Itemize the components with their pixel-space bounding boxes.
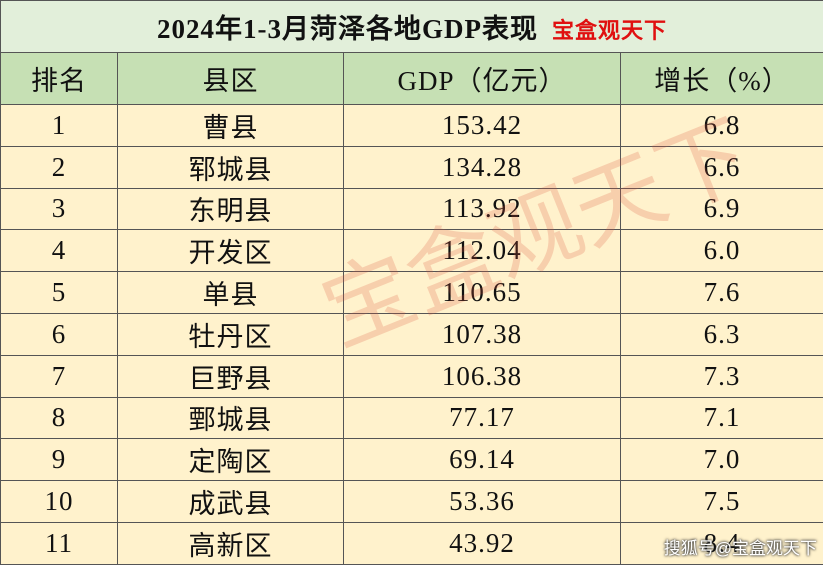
table-cell: 2 <box>0 145 118 189</box>
table-cell: 7.5 <box>620 480 823 523</box>
table-cell: 东明县 <box>117 187 344 231</box>
table-cell: 6.0 <box>620 229 823 273</box>
table-cell: 43.92 <box>343 521 621 565</box>
table-cell: 6.6 <box>620 145 823 189</box>
table-cell: 7.3 <box>620 354 823 398</box>
table-cell: 定陶区 <box>117 438 344 482</box>
corner-watermark: 搜狐号@宝盒观天下 <box>663 539 817 558</box>
table-cell: 106.38 <box>343 354 621 398</box>
table-cell: 107.38 <box>343 312 621 356</box>
table-cell: 110.65 <box>343 271 621 314</box>
table-cell: 1 <box>0 104 118 147</box>
title-row: 2024年1-3月菏泽各地GDP表现 宝盒观天下 <box>0 0 823 53</box>
header-cell: GDP（亿元） <box>343 52 621 105</box>
table-cell: 6.9 <box>620 187 823 231</box>
title: 2024年1-3月菏泽各地GDP表现 <box>157 14 538 44</box>
table-cell: 开发区 <box>117 229 344 273</box>
header-cell: 排名 <box>0 52 118 105</box>
table-row: 4 开发区 112.04 6.0 <box>0 229 823 273</box>
table-cell: 10 <box>0 480 118 523</box>
table-row: 1 曹县 153.42 6.8 <box>0 104 823 147</box>
table-row: 10 成武县 53.36 7.5 <box>0 480 823 523</box>
table-cell: 7.1 <box>620 396 823 440</box>
table-cell: 郓城县 <box>117 145 344 189</box>
header-row: 排名 县区 GDP（亿元） 增长（%） <box>0 52 823 105</box>
table-row: 9 定陶区 69.14 7.0 <box>0 438 823 482</box>
table-cell: 7 <box>0 354 118 398</box>
table-cell: 69.14 <box>343 438 621 482</box>
brand: 宝盒观天下 <box>551 18 667 43</box>
table-row: 11 高新区 43.92 8.4 <box>0 521 823 565</box>
table-cell: 112.04 <box>343 229 621 273</box>
table-row: 6 牡丹区 107.38 6.3 <box>0 312 823 356</box>
table-cell: 6.8 <box>620 104 823 147</box>
table-cell: 6 <box>0 312 118 356</box>
table-cell: 7.0 <box>620 438 823 482</box>
table-cell: 曹县 <box>117 104 344 147</box>
table-row: 8 鄄城县 77.17 7.1 <box>0 396 823 440</box>
table-cell: 5 <box>0 271 118 314</box>
table-cell: 8.4 <box>620 521 823 565</box>
table-cell: 9 <box>0 438 118 482</box>
table-cell: 134.28 <box>343 145 621 189</box>
table-cell: 鄄城县 <box>117 396 344 440</box>
table-cell: 6.3 <box>620 312 823 356</box>
header-cell: 增长（%） <box>620 52 823 105</box>
table-cell: 高新区 <box>117 521 344 565</box>
table-cell: 77.17 <box>343 396 621 440</box>
table-cell: 牡丹区 <box>117 312 344 356</box>
table-row: 5 单县 110.65 7.6 <box>0 271 823 314</box>
table-cell: 单县 <box>117 271 344 314</box>
table-cell: 8 <box>0 396 118 440</box>
table-row: 7 巨野县 106.38 7.3 <box>0 354 823 398</box>
table-cell: 11 <box>0 521 118 565</box>
table-cell: 53.36 <box>343 480 621 523</box>
table-cell: 巨野县 <box>117 354 344 398</box>
header-cell: 县区 <box>117 52 344 105</box>
table-row: 2 郓城县 134.28 6.6 <box>0 145 823 189</box>
table-cell: 7.6 <box>620 271 823 314</box>
table-cell: 113.92 <box>343 187 621 231</box>
table-cell: 153.42 <box>343 104 621 147</box>
table-cell: 3 <box>0 187 118 231</box>
table-cell: 4 <box>0 229 118 273</box>
table-row: 3 东明县 113.92 6.9 <box>0 187 823 231</box>
title-cell: 2024年1-3月菏泽各地GDP表现 宝盒观天下 <box>0 0 823 53</box>
table-cell: 成武县 <box>117 480 344 523</box>
